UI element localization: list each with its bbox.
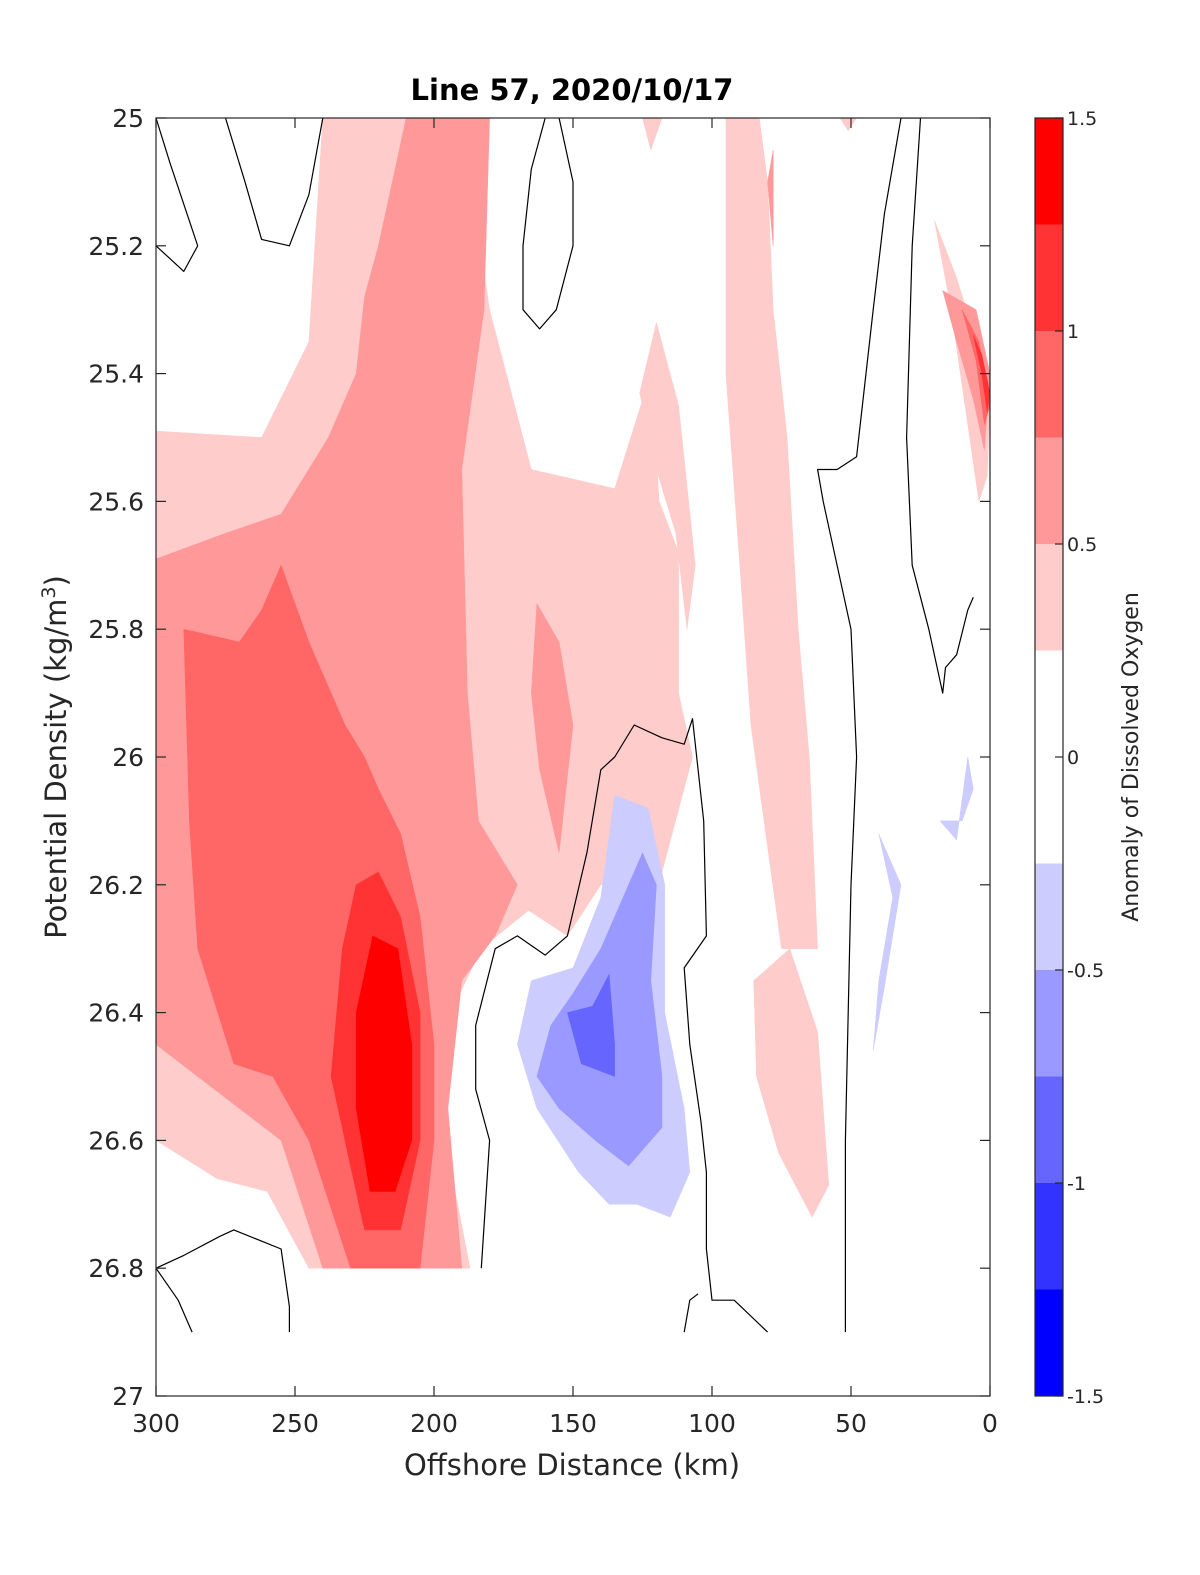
colorbar-tick-label--1.5: -1.5 [1067, 1386, 1104, 1408]
colorbar-level-2 [1035, 331, 1063, 438]
chart-title: Line 57, 2020/10/17 [411, 73, 734, 107]
contour-region-1-14 [973, 335, 990, 412]
zero-contour-line-1 [224, 118, 324, 247]
contour-region-1p25-15 [355, 935, 413, 1192]
y-tick-label-26.6: 26.6 [88, 1126, 144, 1155]
colorbar-level-10 [1035, 1289, 1063, 1396]
zero-contour-line-7 [683, 1293, 699, 1333]
colorbar: 1.5 1 0.5 0 -0.5 -1 -1.5 [1034, 108, 1104, 1408]
colorbar-level-3 [1035, 437, 1063, 544]
contour-region-m0p25-17 [872, 833, 902, 1051]
zero-contour-line-4 [475, 718, 769, 1333]
y-tick-label-25.4: 25.4 [88, 360, 144, 389]
colorbar-level-7 [1035, 970, 1063, 1077]
plot-area [155, 117, 991, 1397]
y-tick-label-25.2: 25.2 [88, 232, 144, 261]
colorbar-tick-label--0.5: -0.5 [1067, 960, 1104, 982]
contour-region-m0p25-18 [939, 756, 974, 841]
colorbar-level-4 [1035, 544, 1063, 651]
contour-region-0p25-6 [839, 118, 857, 132]
colorbar-level-0 [1035, 118, 1063, 225]
colorbar-levels [1035, 118, 1063, 1396]
contour-region-0p25-3 [639, 322, 696, 630]
colorbar-ticks: 1.5 1 0.5 0 -0.5 -1 -1.5 [1055, 108, 1104, 1408]
contour-fill-layer [156, 118, 990, 1269]
colorbar-tick-label-0: 0 [1067, 747, 1079, 769]
contour-region-0p5-8 [531, 602, 574, 853]
colorbar-level-8 [1035, 1076, 1063, 1183]
y-axis: 25 25.2 25.4 25.6 25.8 26 26.2 26.4 26.6 26.8 27 [88, 104, 990, 1411]
x-tick-label-300: 300 [132, 1409, 180, 1438]
zero-contour-line-3 [816, 118, 974, 1333]
y-tick-label-26.2: 26.2 [88, 871, 144, 900]
zero-contour-layer [156, 118, 974, 1333]
y-tick-label-27: 27 [112, 1382, 144, 1411]
x-tick-label-250: 250 [271, 1409, 319, 1438]
x-axis: 300 250 200 150 100 50 0 [132, 118, 998, 1438]
colorbar-tick-label-1.5: 1.5 [1067, 108, 1097, 130]
x-axis-title: Offshore Distance (km) [404, 1448, 740, 1482]
colorbar-tick-label-1: 1 [1067, 321, 1079, 343]
x-tick-label-200: 200 [410, 1409, 458, 1438]
x-tick-label-0: 0 [982, 1409, 998, 1438]
y-tick-label-25.6: 25.6 [88, 487, 144, 516]
zero-contour-line-2 [522, 118, 574, 330]
y-tick-label-25.8: 25.8 [88, 615, 144, 644]
zero-contour-line-6 [156, 1267, 193, 1333]
contour-region-0p5-9 [767, 149, 774, 246]
y-tick-label-26.8: 26.8 [88, 1254, 144, 1283]
contour-region-m0p75-20 [567, 973, 615, 1077]
colorbar-level-6 [1035, 863, 1063, 970]
x-tick-label-150: 150 [549, 1409, 597, 1438]
x-tick-label-100: 100 [688, 1409, 736, 1438]
x-tick-label-50: 50 [835, 1409, 867, 1438]
contour-region-0p75-12 [961, 309, 990, 425]
zero-contour-line-0 [156, 118, 199, 272]
colorbar-title: Anomaly of Dissolved Oxygen [1119, 592, 1144, 922]
y-axis-title: Potential Density (kg/m3) [38, 575, 73, 939]
colorbar-level-9 [1035, 1183, 1063, 1290]
contour-region-0p25-5 [642, 118, 663, 151]
y-tick-label-26: 26 [112, 743, 144, 772]
colorbar-level-1 [1035, 224, 1063, 331]
contour-region-0p5-10 [942, 289, 990, 451]
y-tick-label-25: 25 [112, 104, 144, 133]
contour-region-0p25-2 [753, 948, 830, 1218]
colorbar-tick-label-0.5: 0.5 [1067, 534, 1097, 556]
zero-contour-line-5 [156, 1229, 290, 1333]
y-tick-label-26.4: 26.4 [88, 999, 144, 1028]
colorbar-tick-label--1: -1 [1067, 1173, 1086, 1195]
